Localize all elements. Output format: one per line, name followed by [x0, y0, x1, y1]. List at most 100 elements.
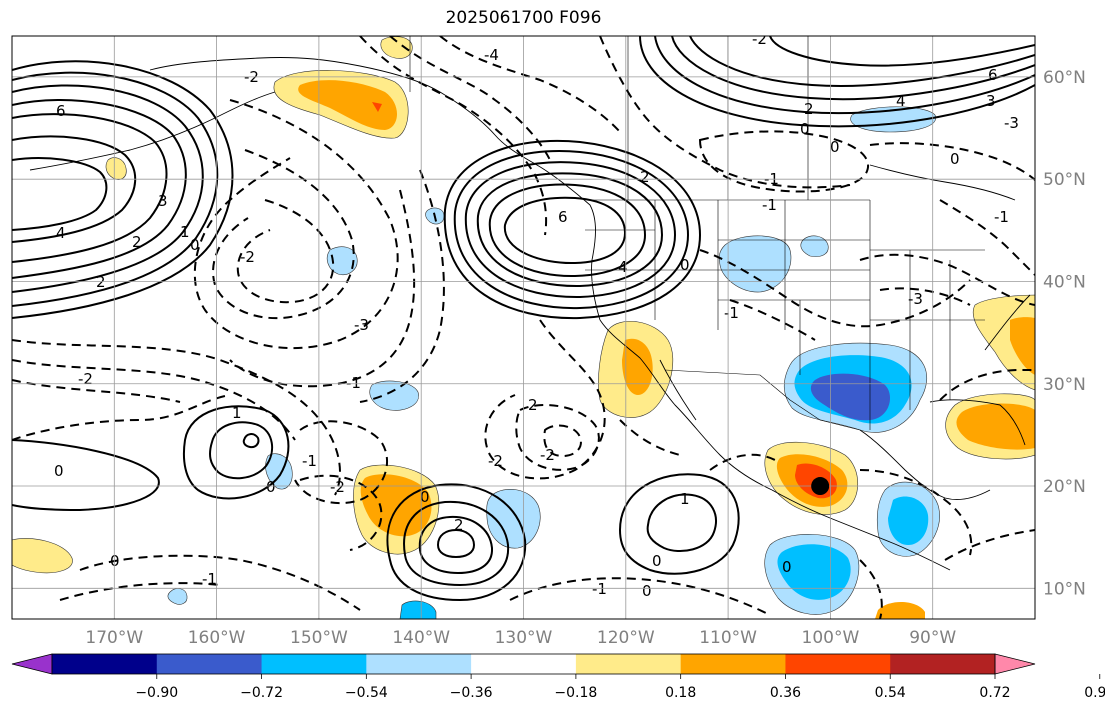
contour-label: -2 [540, 446, 555, 464]
anomaly-plains-cold [718, 235, 792, 293]
colorbar-segment [156, 654, 263, 674]
contour-label: -2 [330, 478, 345, 496]
state-lines [585, 36, 985, 430]
latitude-label: 40°N [1043, 272, 1086, 292]
colorbar-outline [51, 653, 996, 675]
colorbar-segment [366, 654, 472, 674]
colorbar-tick-label: −0.90 [135, 685, 178, 701]
latitude-label: 50°N [1043, 170, 1086, 190]
anomaly-southwest-warmer [622, 338, 653, 395]
contour-label: 2 [804, 100, 814, 118]
colorbar-tick-label: −0.72 [240, 685, 283, 701]
colorbar-segment [680, 654, 786, 674]
anomaly-gulfcoast-warmer [956, 403, 1035, 450]
anomaly-ocean-cold-6 [167, 588, 188, 605]
contour-label: 0 [782, 558, 792, 576]
contour-label: -2 [488, 452, 503, 470]
contour-label: -4 [484, 46, 499, 64]
contour-label: 0 [680, 256, 690, 274]
colorbar-segment [890, 654, 996, 674]
longitude-label: 130°W [495, 628, 553, 648]
longitude-label: 140°W [392, 628, 450, 648]
latitude-labels: 60°N 50°N 40°N 30°N 20°N 10°N [1043, 68, 1086, 599]
colorbar-tick-label: 0.18 [665, 685, 696, 701]
location-marker [811, 477, 830, 496]
latitude-label: 10°N [1043, 579, 1086, 599]
contour-label: 0 [830, 138, 840, 156]
contour-label: 0 [800, 120, 810, 138]
black-dot-icon [811, 477, 830, 496]
colorbar-tick-label: −0.18 [554, 685, 597, 701]
anomaly-alaska-warmer [298, 80, 398, 130]
anomaly-top-warm [380, 36, 413, 59]
longitude-label: 170°W [85, 628, 143, 648]
contour-label: 0 [652, 552, 662, 570]
colorbar-segment [471, 654, 577, 674]
anomaly-plains-cold-2 [800, 235, 829, 257]
contour-label: 0 [54, 462, 64, 480]
longitude-label: 150°W [290, 628, 348, 648]
contour-label: 1 [680, 490, 690, 508]
contour-label: 2 [528, 396, 538, 414]
coastline-florida [929, 399, 1026, 446]
longitude-label: 120°W [597, 628, 655, 648]
contour-label: -3 [354, 316, 369, 334]
anomaly-central-america-colder [888, 496, 929, 545]
coastline-baja-gulf [659, 359, 697, 421]
contours-negative [12, 36, 1035, 619]
contour-label: 4 [56, 224, 66, 242]
contour-label: 0 [950, 150, 960, 168]
contour-label: -3 [908, 290, 923, 308]
contour-label: -2 [752, 30, 767, 48]
longitude-labels: 170°W 160°W 150°W 140°W 130°W 120°W 110°W 100°W… [85, 628, 956, 648]
contour-label: -1 [762, 196, 777, 214]
colorbar-labels: −0.90 −0.72 −0.54 −0.36 −0.18 0.18 0.36 0.54 0.7… [135, 674, 1105, 701]
contour-label: 2 [132, 233, 142, 251]
longitude-label: 90°W [909, 628, 956, 648]
contour-label: -1 [202, 570, 217, 588]
colorbar [11, 653, 1036, 675]
contour-label: 0 [110, 552, 120, 570]
coastline-east [984, 294, 1031, 351]
coastline-alaska [149, 57, 546, 171]
contour-label: 2 [640, 168, 650, 186]
contour-label: 0 [266, 478, 276, 496]
coastline-bc-pnw [544, 169, 601, 321]
contour-lines [12, 36, 1035, 619]
colorbar-extend-high [994, 653, 1036, 675]
contour-label: 0 [420, 488, 430, 506]
map-frame [11, 35, 1036, 620]
anomaly-ocean-cold-5 [399, 600, 437, 619]
anomaly-ocean-cold-2 [369, 380, 419, 411]
anomaly-subtropic-warmer [360, 474, 432, 537]
contour-label: -2 [78, 370, 93, 388]
anomaly-ocean-warm-small [105, 157, 127, 180]
anomaly-alaska-peak [372, 102, 382, 112]
contours-northeast-high [639, 36, 1035, 128]
colorbar-tick-label: 0.72 [979, 685, 1010, 701]
contour-label: 0 [642, 582, 652, 600]
contour-label: 3 [158, 192, 168, 210]
anomaly-westpac-warm [12, 538, 73, 574]
anomaly-ocean-cold-4 [486, 488, 541, 549]
political-borders [409, 36, 985, 431]
contour-labels: 6 4 3 2 2 1 0 -2 -3 -2 -1 -2 6 2 4 0 -1 … [54, 30, 1019, 600]
latitude-label: 30°N [1043, 375, 1086, 395]
contour-label: -2 [240, 248, 255, 266]
contour-label: -1 [592, 580, 607, 598]
coastline-california-baja [599, 319, 773, 491]
anomaly-east-warmer [1010, 317, 1035, 375]
longitude-label: 160°W [188, 628, 246, 648]
coastline-mexico-pacific [771, 489, 951, 571]
anomaly-ocean-cold-1 [326, 246, 358, 275]
coastline-hudson [869, 164, 1016, 201]
colorbar-tick-label: 0.90 [1084, 685, 1105, 701]
gridlines [12, 36, 1035, 619]
contour-label: 2 [96, 273, 106, 291]
anomaly-eastpac-colder [777, 544, 851, 600]
contours-subtropical-lows [12, 405, 740, 602]
colorbar-segment [261, 654, 367, 674]
contour-label: -1 [346, 374, 361, 392]
colorbar-tick-label: −0.54 [345, 685, 388, 701]
